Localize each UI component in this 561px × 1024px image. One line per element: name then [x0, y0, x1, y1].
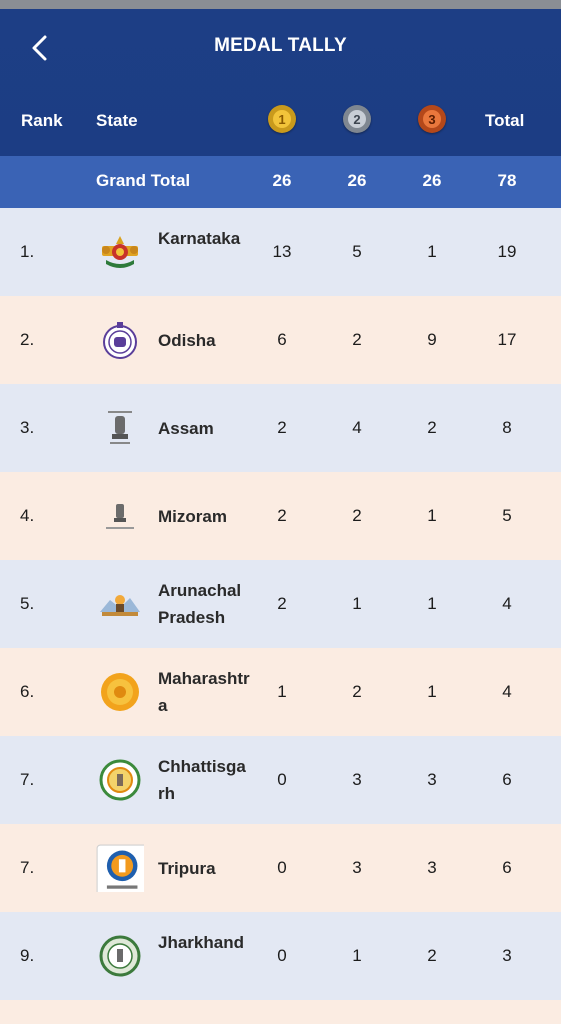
- silver-count: 4: [352, 418, 362, 437]
- table-row[interactable]: 6. Maharashtra 1 2 1 4: [0, 648, 561, 736]
- gold-count: 0: [277, 946, 287, 965]
- gold-count: 6: [277, 330, 287, 349]
- table-row[interactable]: 7. Chhattisgarh 0 3 3 6: [0, 736, 561, 824]
- grand-total-bronze: 26: [422, 171, 442, 190]
- total-count: 8: [502, 418, 512, 437]
- table-row[interactable]: 2. Odisha 6 2 9 17: [0, 296, 561, 384]
- bronze-count: 2: [427, 418, 437, 437]
- assam-emblem-icon: [108, 411, 132, 444]
- rank-cell: 3.: [20, 418, 35, 437]
- state-name: Mizoram: [158, 507, 227, 526]
- state-name: Arunachal Pradesh: [158, 581, 242, 627]
- odisha-emblem-icon: [103, 322, 137, 359]
- state-name: Tripura: [158, 859, 216, 878]
- total-count: 19: [497, 242, 517, 261]
- rank-cell: 6.: [20, 682, 35, 701]
- bronze-count: 3: [427, 858, 437, 877]
- bronze-count: 9: [427, 330, 437, 349]
- rank-cell: 2.: [20, 330, 35, 349]
- state-name: Chhattisgarh: [158, 757, 246, 803]
- karnataka-emblem-icon: [102, 236, 138, 268]
- gold-count: 2: [277, 418, 287, 437]
- rank-cell: 4.: [20, 506, 35, 525]
- gold-count: 0: [277, 858, 287, 877]
- total-count: 6: [502, 858, 512, 877]
- jharkhand-emblem-icon: [99, 935, 141, 977]
- total-count: 4: [502, 594, 512, 613]
- total-count: 17: [497, 330, 517, 349]
- rank-cell: 7.: [20, 770, 35, 789]
- silver-count: 2: [352, 506, 362, 525]
- silver-medal-icon: 2: [343, 105, 371, 133]
- bronze-count: 1: [427, 594, 437, 613]
- gold-count: 2: [277, 506, 287, 525]
- bronze-count: 1: [427, 682, 437, 701]
- column-header-rank: Rank: [21, 111, 63, 130]
- silver-count: 3: [352, 858, 362, 877]
- total-count: 5: [502, 506, 512, 525]
- state-name: Odisha: [158, 331, 216, 350]
- silver-medal-number: 2: [348, 110, 366, 128]
- back-arrow-icon: [32, 35, 47, 61]
- total-count: 4: [502, 682, 512, 701]
- gold-medal-icon: 1: [268, 105, 296, 133]
- rank-cell: 1.: [20, 242, 35, 261]
- chhattisgarh-emblem-icon: [99, 759, 141, 801]
- silver-count: 1: [352, 594, 362, 613]
- table-row[interactable]: 1. Karnataka 13 5 1 19: [0, 208, 561, 296]
- bronze-count: 2: [427, 946, 437, 965]
- grand-total-silver: 26: [347, 171, 367, 190]
- table-row[interactable]: 3. Assam 2 4 2 8: [0, 384, 561, 472]
- bronze-count: 3: [427, 770, 437, 789]
- gold-medal-number: 1: [273, 110, 291, 128]
- grand-total-gold: 26: [272, 171, 292, 190]
- maharashtra-emblem-icon: [101, 673, 139, 711]
- gold-count: 1: [277, 682, 287, 701]
- silver-count: 2: [352, 682, 362, 701]
- table-row[interactable]: 7. Tripura 0 3 3 6: [0, 824, 561, 912]
- table-row[interactable]: 9. Jharkhand 0 1 2 3: [0, 912, 561, 1000]
- bronze-medal-number: 3: [423, 110, 441, 128]
- bronze-medal-icon: 3: [418, 105, 446, 133]
- rank-cell: 5.: [20, 594, 35, 613]
- total-count: 3: [502, 946, 512, 965]
- rank-cell: 9.: [20, 946, 35, 965]
- state-name: Maharashtra: [158, 669, 250, 715]
- table-row[interactable]: 5. Arunachal Pradesh 2 1 1 4: [0, 560, 561, 648]
- total-count: 6: [502, 770, 512, 789]
- tripura-emblem-icon: [96, 844, 144, 892]
- gold-count: 13: [272, 242, 292, 261]
- arunachal-pradesh-emblem-icon: [100, 595, 140, 616]
- gold-count: 2: [277, 594, 287, 613]
- silver-count: 5: [352, 242, 362, 261]
- grand-total-row: Grand Total 26 26 26 78: [0, 156, 561, 208]
- table-row[interactable]: 4. Mizoram 2 2 1 5: [0, 472, 561, 560]
- page-title: MEDAL TALLY: [214, 35, 347, 56]
- mizoram-emblem-icon: [106, 504, 134, 529]
- app-header: MEDAL TALLY Rank State 1 2 3 Total: [0, 9, 561, 156]
- state-name: Karnataka: [158, 229, 241, 248]
- grand-total-total: 78: [497, 171, 517, 190]
- back-button[interactable]: [24, 31, 54, 65]
- silver-count: 1: [352, 946, 362, 965]
- rank-cell: 7.: [20, 858, 35, 877]
- state-name: Jharkhand: [158, 933, 244, 952]
- gold-count: 0: [277, 770, 287, 789]
- bronze-count: 1: [427, 242, 437, 261]
- state-name: Assam: [158, 419, 214, 438]
- column-header-state: State: [96, 111, 138, 130]
- silver-count: 2: [352, 330, 362, 349]
- silver-count: 3: [352, 770, 362, 789]
- column-header-total: Total: [485, 111, 525, 130]
- grand-total-label: Grand Total: [96, 171, 191, 190]
- status-strip: [0, 0, 561, 9]
- bronze-count: 1: [427, 506, 437, 525]
